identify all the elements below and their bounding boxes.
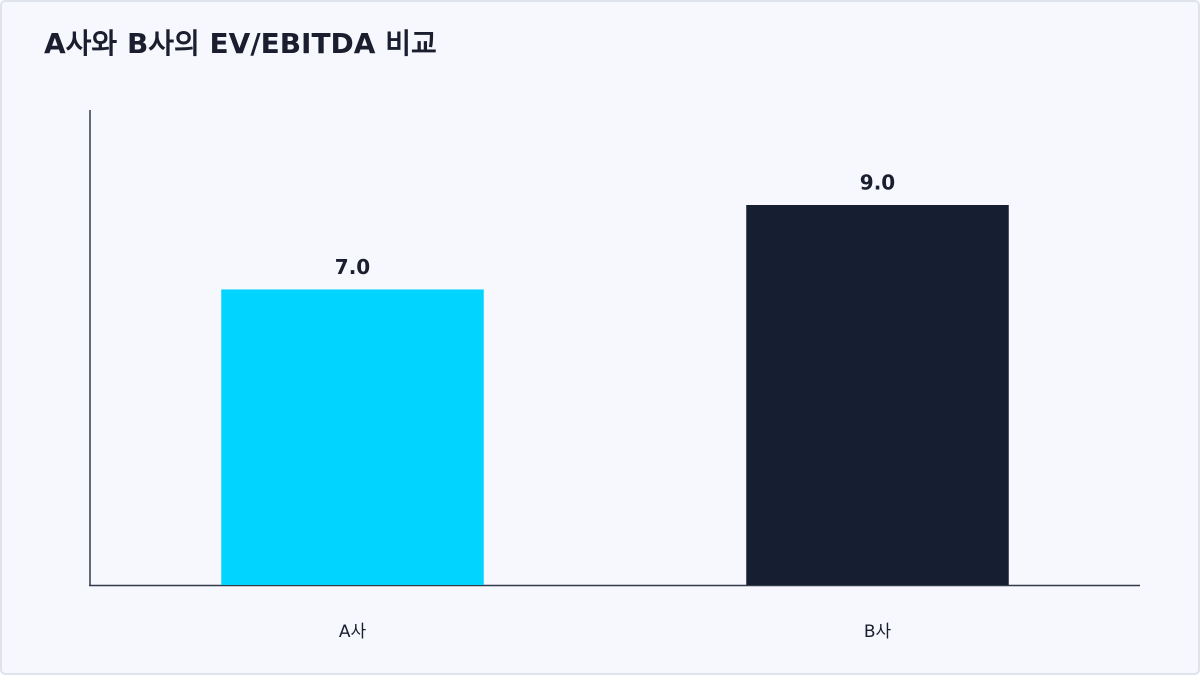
bar (746, 205, 1009, 585)
x-tick-label: B사 (864, 622, 892, 642)
value-label: 7.0 (335, 255, 370, 279)
value-label: 9.0 (860, 171, 895, 195)
x-tick-label: A사 (339, 622, 367, 642)
chart-title: A사와 B사의 EV/EBITDA 비교 (44, 27, 437, 60)
bar (221, 289, 484, 585)
